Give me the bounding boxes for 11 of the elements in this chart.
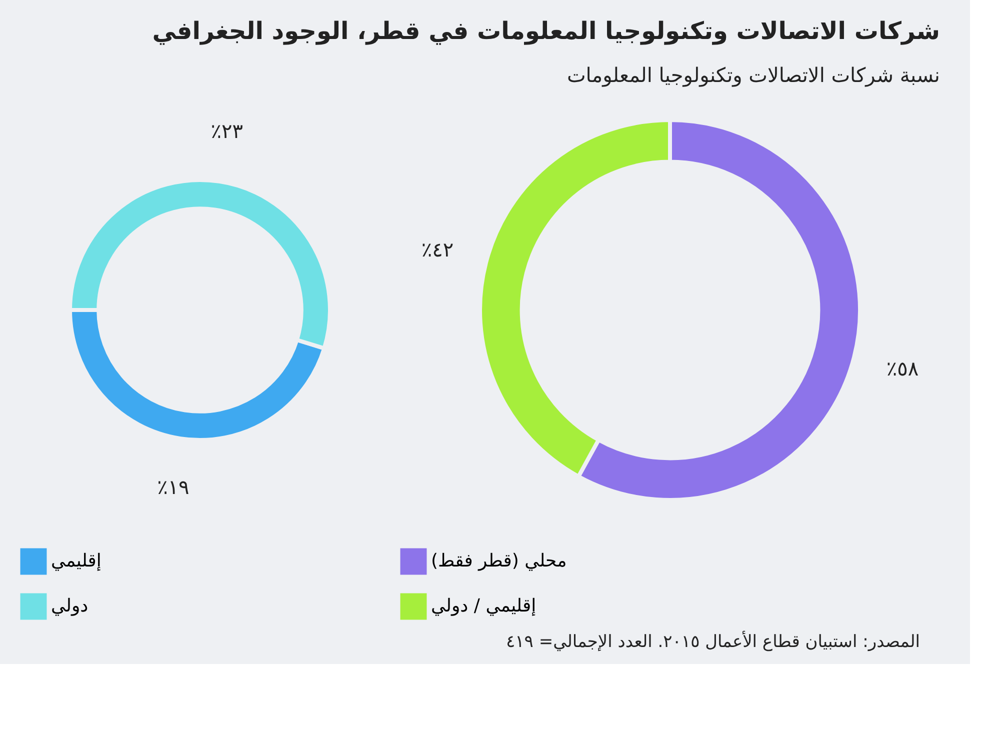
legend-label: إقليمي [51, 550, 102, 572]
text: المصدر: استبيان قطاع الأعمال ٢٠١٥. العدد الإجمالي= ٤١٩ [506, 630, 920, 652]
chart-subtitle: نسبة شركات الاتصالات وتكنولوجيا المعلومات [566, 63, 940, 87]
legend-label: محلي (قطر فقط) [431, 550, 567, 572]
legend-label: دولي [51, 596, 88, 616]
data-label: ٪٤٢ [421, 237, 454, 262]
legend-label: إقليمي / دولي [431, 596, 536, 616]
chart-title: شركات الاتصالات وتكنولوجيا المعلومات في قطر، الوجود الجغرافي [152, 17, 940, 45]
data-label: ٪١٩ [157, 474, 190, 499]
data-label: ٪٥٨ [886, 356, 919, 381]
data-label: ٪٢٣ [210, 119, 244, 144]
